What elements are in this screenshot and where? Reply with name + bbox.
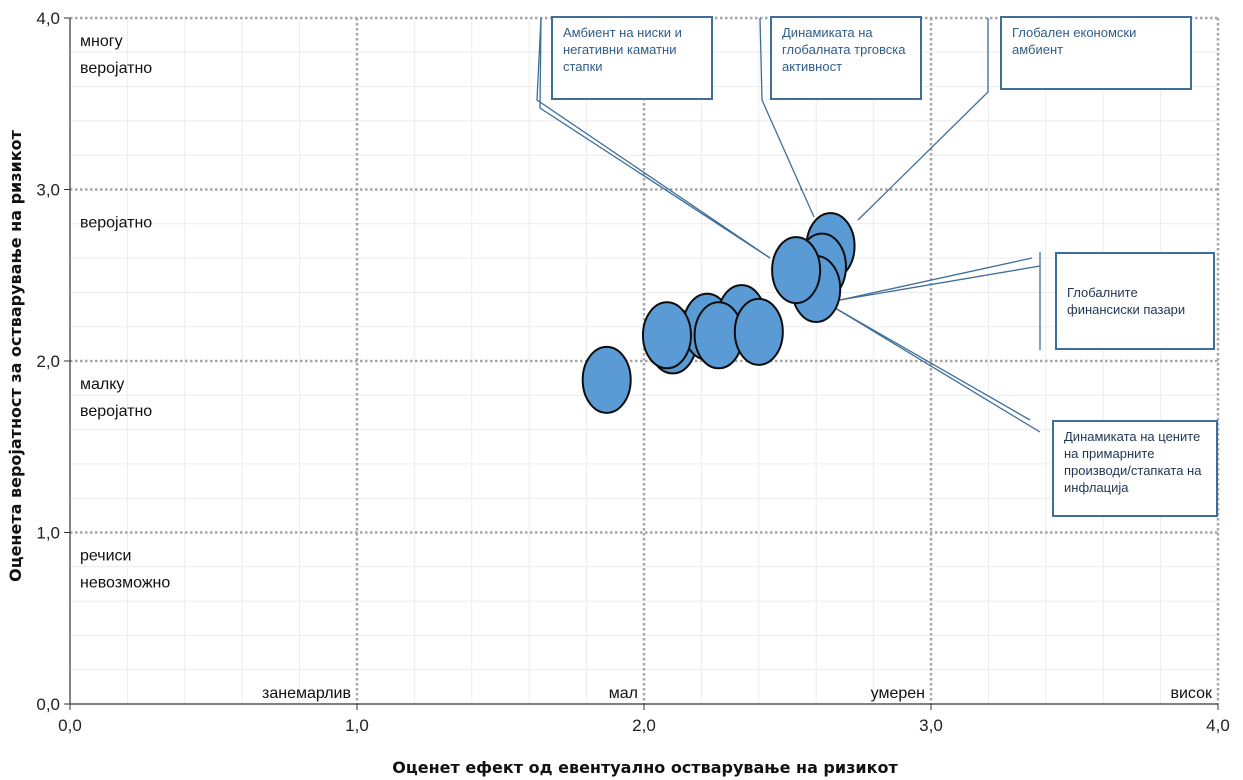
zone-labels: занемарлив мал умерен висок речиси невозможно… — [80, 33, 1213, 702]
x-axis-title: Оценет ефект од евентуално остварување н… — [392, 758, 898, 777]
x-tick-label: 1,0 — [345, 716, 369, 735]
grid-lines — [70, 16, 1220, 704]
callout-commodity-prices: Динамиката на цените на примарните произ… — [1052, 420, 1218, 517]
y-tick-label: 1,0 — [36, 524, 60, 543]
leader-global-trade — [759, 17, 815, 218]
callout-leader-lines — [536, 17, 1041, 433]
callout-financial-markets: Глобалните финансиски пазари — [1055, 252, 1215, 350]
y-axis-title: Оценета веројатност за остварување на ри… — [6, 129, 25, 582]
x-tick-label: 3,0 — [919, 716, 943, 735]
bubble-point — [733, 297, 784, 366]
y-zone-label: веројатно — [80, 403, 152, 420]
y-tick-label: 0,0 — [36, 695, 60, 714]
y-zone-label: малку — [80, 376, 124, 393]
axes — [64, 17, 1219, 710]
callout-global-economy: Глобален економски амбиент — [1000, 16, 1192, 90]
tick-labels: 0,0 1,0 2,0 3,0 4,0 0,0 1,0 2,0 3,0 4,0 — [36, 9, 1229, 735]
y-zone-label: веројатно — [80, 215, 152, 232]
leader-commodity-prices — [834, 307, 1031, 421]
y-zone-label: невозможно — [80, 575, 170, 592]
y-tick-label: 3,0 — [36, 181, 60, 200]
callout-interest-rates: Амбиент на ниски и негативни каматни ста… — [551, 16, 713, 100]
leader-interest-rates — [539, 17, 771, 259]
x-zone-label: занемарлив — [262, 685, 351, 702]
y-tick-label: 2,0 — [36, 352, 60, 371]
y-tick-label: 4,0 — [36, 9, 60, 28]
y-zone-label: веројатно — [80, 60, 152, 77]
bubbles — [581, 212, 856, 414]
callout-global-trade: Динамиката на глобалната трговска активн… — [770, 16, 922, 100]
leader-global-economy — [857, 18, 989, 221]
x-zone-label: висок — [1170, 685, 1213, 702]
leader-financial-markets — [839, 265, 1041, 301]
bubble-point — [771, 236, 822, 305]
x-tick-label: 0,0 — [58, 716, 82, 735]
y-zone-label: речиси — [80, 548, 131, 565]
bubble-point — [581, 345, 632, 414]
y-zone-label: многу — [80, 33, 123, 50]
leader-commodity-prices — [834, 307, 1041, 433]
bubble-point — [641, 301, 692, 370]
x-zone-label: мал — [609, 685, 638, 702]
leader-interest-rates — [536, 17, 771, 259]
x-tick-label: 4,0 — [1206, 716, 1230, 735]
x-tick-label: 2,0 — [632, 716, 656, 735]
leader-financial-markets — [839, 257, 1033, 301]
x-zone-label: умерен — [871, 685, 925, 702]
